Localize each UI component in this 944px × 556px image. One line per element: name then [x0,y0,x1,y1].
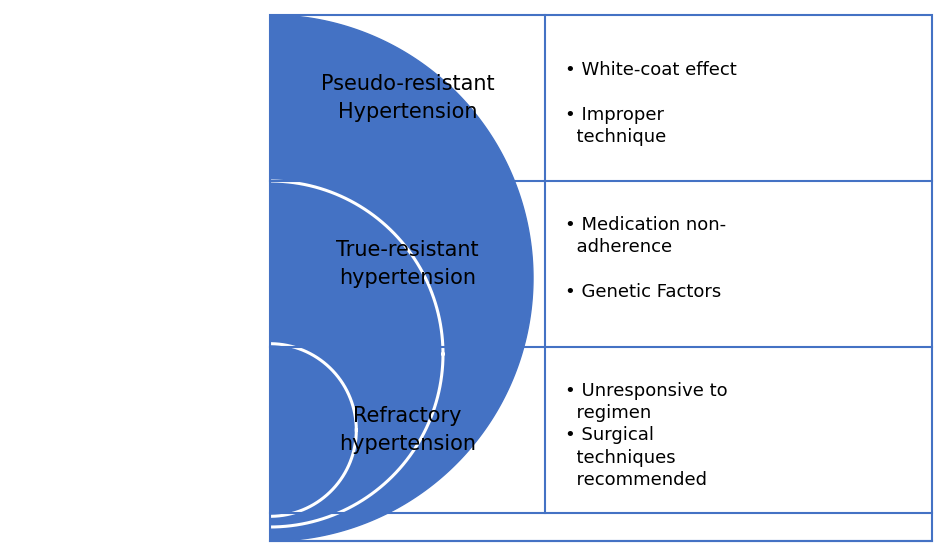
Bar [270,15,931,541]
Text: Pseudo-resistant
Hypertension: Pseudo-resistant Hypertension [320,74,494,122]
Text: Refractory
hypertension: Refractory hypertension [339,406,476,454]
Text: • Surgical
  techniques
  recommended: • Surgical techniques recommended [565,426,706,489]
Text: • Improper
  technique: • Improper technique [565,106,666,146]
Text: • White-coat effect: • White-coat effect [565,61,735,80]
Text: • Medication non-
  adherence: • Medication non- adherence [565,216,725,256]
Text: • Unresponsive to
  regimen: • Unresponsive to regimen [565,382,727,423]
Text: True-resistant
hypertension: True-resistant hypertension [336,240,479,288]
Polygon shape [270,15,532,541]
Text: • Genetic Factors: • Genetic Factors [565,282,720,301]
